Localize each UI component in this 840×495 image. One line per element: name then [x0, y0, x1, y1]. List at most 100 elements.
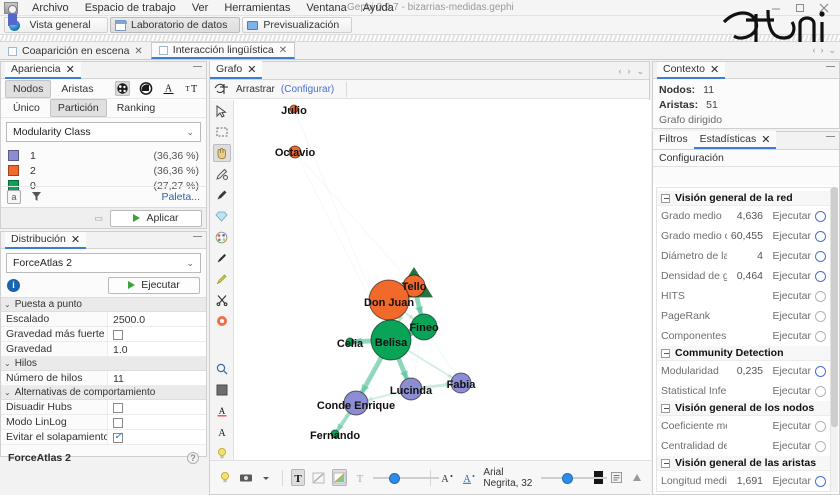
group-partitions-icon[interactable]: a [7, 189, 21, 204]
stats-scrollbar[interactable] [831, 187, 838, 492]
report-icon[interactable] [815, 385, 826, 397]
stats-row[interactable]: Modularidad 0,235 Ejecutar [657, 361, 830, 381]
checkbox[interactable] [113, 329, 123, 340]
property-row[interactable]: Número de hilos 11 [1, 371, 206, 386]
run-link[interactable]: Ejecutar [772, 385, 811, 397]
run-link[interactable]: Ejecutar [772, 475, 811, 487]
cursor-icon[interactable] [213, 102, 231, 120]
run-link[interactable]: Ejecutar [772, 440, 811, 452]
report-icon[interactable] [815, 250, 826, 262]
maximize-button[interactable] [788, 0, 812, 15]
label-font-value[interactable]: Arial Negrita, 32 [483, 466, 533, 489]
property-value[interactable] [107, 415, 206, 429]
menu-archivo[interactable]: Archivo [32, 2, 69, 14]
tab-aristas[interactable]: Aristas [61, 82, 94, 95]
distribucion-tab[interactable]: Distribución ✕ [5, 231, 87, 249]
estadisticas-config-row[interactable]: Configuración [653, 150, 839, 167]
mode-particion[interactable]: Partición [49, 99, 107, 117]
workspace-button-previsualizacion[interactable]: Previsualización [242, 17, 353, 33]
stats-group-header[interactable]: Community Detection [657, 346, 830, 361]
node-pencil-icon[interactable] [213, 165, 231, 183]
report-icon[interactable] [815, 420, 826, 432]
property-value[interactable] [107, 400, 206, 414]
decrease-font-icon[interactable]: A [439, 469, 455, 486]
diamond-icon[interactable] [213, 207, 231, 225]
prev-tab-icon[interactable]: ‹ [812, 45, 816, 55]
close-icon[interactable]: ✕ [247, 63, 257, 76]
collapse-box-icon[interactable] [661, 458, 670, 468]
project-tab-interaccion[interactable]: Interacción lingüística ✕ [150, 42, 296, 59]
property-group-header[interactable]: ⌄ Alternativas de comportamiento [1, 386, 206, 400]
run-link[interactable]: Ejecutar [772, 290, 811, 302]
minimize-panel-icon[interactable] [193, 236, 202, 237]
apariencia-tab[interactable]: Apariencia ✕ [5, 61, 81, 79]
close-button[interactable] [812, 0, 836, 15]
checkbox[interactable] [113, 402, 123, 413]
property-row[interactable]: Escalado 2500.0 [1, 312, 206, 327]
stats-row[interactable]: Componentes conexos Ejecutar [657, 326, 830, 346]
label-color-icon[interactable]: A [161, 81, 176, 96]
brush-icon[interactable] [213, 186, 231, 204]
help-icon[interactable]: ? [187, 451, 199, 464]
property-group-header[interactable]: ⌄ Hilos [1, 357, 206, 371]
node-labels-icon[interactable]: T [291, 469, 306, 486]
graph-node[interactable] [410, 313, 438, 341]
next-icon[interactable]: › [627, 66, 631, 76]
slider-knob[interactable] [561, 472, 573, 484]
run-link[interactable]: Ejecutar [772, 210, 811, 222]
increase-font-icon[interactable]: A [461, 469, 477, 486]
color-swatch[interactable] [8, 150, 19, 161]
run-link[interactable]: Ejecutar [772, 310, 811, 322]
stats-row[interactable]: PageRank Ejecutar [657, 306, 830, 326]
property-value[interactable] [107, 430, 206, 444]
zoom-icon[interactable] [213, 360, 231, 378]
property-row[interactable]: Gravedad 1.0 [1, 342, 206, 357]
minimize-button[interactable] [764, 0, 788, 15]
graph-node[interactable] [288, 145, 302, 159]
layout-algorithm-select[interactable]: ForceAtlas 2 ⌄ [6, 253, 201, 273]
slider-knob[interactable] [388, 472, 400, 484]
stats-group-header[interactable]: Visión general de la red [657, 191, 830, 206]
menu-espacio-de-trabajo[interactable]: Espacio de trabajo [84, 2, 176, 14]
menu-ver[interactable]: Ver [191, 2, 209, 14]
property-row[interactable]: Modo LinLog [1, 415, 206, 430]
property-value[interactable]: 1.0 [107, 342, 206, 356]
partition-row[interactable]: 1 (36,36 %) [8, 148, 199, 163]
workspace-button-vista-general[interactable]: Vista general [4, 17, 108, 33]
close-icon[interactable]: ✕ [278, 44, 288, 56]
spline-icon[interactable]: ▭ [94, 212, 104, 223]
run-link[interactable]: Ejecutar [772, 420, 811, 432]
graph-node[interactable] [289, 104, 299, 114]
run-link[interactable]: Ejecutar [772, 270, 811, 282]
more-icon[interactable]: ⌄ [636, 66, 644, 76]
bulb-icon[interactable] [213, 444, 231, 462]
property-row[interactable]: Evitar el solapamiento [1, 430, 206, 445]
collapse-box-icon[interactable] [661, 193, 670, 203]
settings-cone-icon[interactable] [630, 469, 643, 486]
workspace-button-laboratorio-de-datos[interactable]: Laboratorio de datos [110, 17, 241, 33]
graph-node[interactable] [399, 377, 423, 401]
property-value[interactable] [107, 327, 206, 341]
label-size-slider[interactable] [540, 471, 607, 485]
tab-estadisticas[interactable]: Estadísticas ✕ [693, 131, 777, 149]
stats-row[interactable]: Coeficiente medio de clustering Ejecutar [657, 416, 830, 436]
graph-node[interactable] [345, 337, 355, 347]
run-layout-button[interactable]: Ejecutar [108, 276, 200, 294]
label-color-icon[interactable]: A [213, 402, 231, 420]
stats-row[interactable]: Grado medio con pesos60,455 Ejecutar [657, 226, 830, 246]
palette-icon[interactable] [115, 81, 130, 96]
property-row[interactable]: Gravedad más fuerte [1, 327, 206, 342]
menu-herramientas[interactable]: Herramientas [224, 2, 291, 14]
report-icon[interactable] [815, 330, 826, 342]
partition-row[interactable]: 2 (36,36 %) [8, 163, 199, 178]
edge-color-icon[interactable] [332, 469, 348, 486]
mode-ranking[interactable]: Ranking [116, 102, 156, 114]
report-icon[interactable] [815, 290, 826, 302]
filter-funnel-icon[interactable] [29, 190, 43, 204]
graph-node[interactable] [343, 390, 369, 416]
close-icon[interactable]: ✕ [761, 133, 771, 146]
hand-drag-icon[interactable] [212, 144, 231, 162]
next-tab-icon[interactable]: › [820, 45, 824, 55]
checkbox[interactable] [113, 417, 123, 428]
bulb-icon[interactable] [218, 469, 232, 486]
